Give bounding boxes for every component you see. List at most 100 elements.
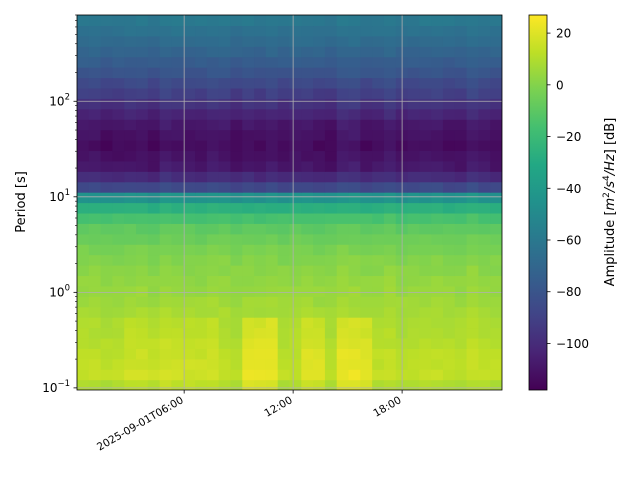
heatmap-cell (206, 317, 220, 329)
heatmap-cell (136, 67, 149, 79)
heatmap-cell (242, 129, 255, 141)
heatmap-cell (230, 369, 243, 381)
heatmap-cell (313, 265, 326, 277)
heatmap-cell (478, 171, 491, 183)
heatmap-cell (171, 223, 184, 235)
heatmap-cell (419, 77, 432, 89)
heatmap-cell (242, 265, 255, 277)
heatmap-cell (147, 212, 161, 224)
heatmap-cell (348, 348, 361, 360)
heatmap-cell (313, 254, 326, 266)
plot-frame (76, 14, 503, 391)
heatmap-cell (218, 150, 232, 162)
heatmap-cell (478, 67, 491, 79)
heatmap-cell (112, 56, 125, 68)
heatmap-cell (372, 46, 385, 58)
heatmap-cell (183, 87, 196, 99)
heatmap-cell (301, 140, 314, 152)
heatmap-cell (230, 327, 243, 339)
heatmap-cell (372, 337, 385, 349)
heatmap-cell (454, 171, 468, 183)
heatmap-cell (348, 379, 361, 390)
heatmap-cell (112, 108, 125, 120)
heatmap-cell (218, 56, 232, 68)
heatmap-cell (183, 202, 196, 214)
heatmap-cell (195, 98, 208, 110)
heatmap-cell (112, 140, 125, 152)
heatmap-cell (383, 275, 397, 287)
heatmap-cell (242, 15, 255, 27)
heatmap-cell (301, 337, 314, 349)
heatmap-cell (466, 87, 479, 99)
heatmap-cell (254, 202, 267, 214)
heatmap-cell (88, 285, 102, 297)
heatmap-cell (336, 317, 350, 329)
heatmap-cell (383, 35, 397, 47)
heatmap-cell (324, 129, 338, 141)
heatmap-cell (490, 119, 502, 131)
heatmap-cell (431, 56, 444, 68)
heatmap-cell (195, 56, 208, 68)
heatmap-cell (289, 129, 302, 141)
heatmap-cell (242, 296, 255, 308)
heatmap-cell (372, 56, 385, 68)
heatmap-cell (324, 379, 338, 390)
heatmap-cell (100, 119, 114, 131)
heatmap-cell (265, 192, 279, 204)
heatmap-cell (159, 108, 173, 120)
heatmap-cell (265, 202, 279, 214)
heatmap-cell (466, 25, 479, 37)
heatmap-cell (112, 171, 125, 183)
heatmap-cell (136, 77, 149, 89)
heatmap-cell (454, 337, 468, 349)
heatmap-cell (230, 25, 243, 37)
heatmap-cell (454, 379, 468, 390)
heatmap-cell (478, 15, 491, 27)
heatmap-cell (478, 254, 491, 266)
heatmap-cell (159, 244, 173, 256)
heatmap-cell (348, 337, 361, 349)
heatmap-cell (431, 306, 444, 318)
heatmap-cell (407, 285, 420, 297)
heatmap-cell (407, 171, 420, 183)
heatmap-cell (313, 98, 326, 110)
heatmap-cell (183, 67, 196, 79)
heatmap-cell (112, 244, 125, 256)
heatmap-cell (419, 358, 432, 370)
heatmap-cell (218, 98, 232, 110)
heatmap-cell (419, 265, 432, 277)
heatmap-cell (289, 265, 302, 277)
heatmap-cell (419, 150, 432, 162)
heatmap-cell (147, 46, 161, 58)
heatmap-cell (136, 337, 149, 349)
heatmap-cell (265, 25, 279, 37)
heatmap-cell (348, 223, 361, 235)
heatmap-cell (88, 35, 102, 47)
heatmap-cell (88, 87, 102, 99)
heatmap-cell (100, 202, 114, 214)
heatmap-cell (372, 223, 385, 235)
heatmap-cell (277, 119, 291, 131)
heatmap-cell (407, 77, 420, 89)
heatmap-cell (206, 35, 220, 47)
heatmap-cell (183, 119, 196, 131)
heatmap-cell (100, 244, 114, 256)
heatmap-cell (301, 15, 314, 27)
heatmap-cell (407, 348, 420, 360)
heatmap-cell (218, 35, 232, 47)
heatmap-cell (136, 192, 149, 204)
heatmap-cell (383, 129, 397, 141)
heatmap-cell (360, 348, 373, 360)
heatmap-cell (383, 306, 397, 318)
heatmap-cell (372, 244, 385, 256)
heatmap-cell (77, 369, 90, 381)
heatmap-cell (383, 254, 397, 266)
heatmap-cell (454, 77, 468, 89)
heatmap-cell (454, 212, 468, 224)
heatmap-cell (159, 254, 173, 266)
heatmap-cell (324, 348, 338, 360)
heatmap-cell (289, 192, 302, 204)
heatmap-cell (348, 181, 361, 193)
heatmap-cell (88, 358, 102, 370)
heatmap-cell (159, 67, 173, 79)
